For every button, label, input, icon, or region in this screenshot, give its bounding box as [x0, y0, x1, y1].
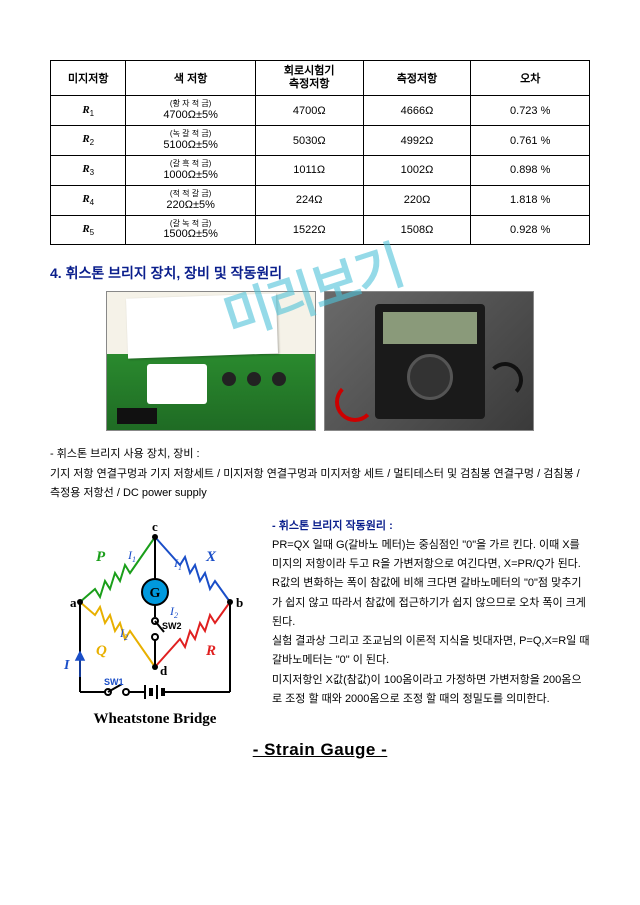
label-a: a — [70, 595, 77, 610]
principle-p3: 미지저항인 X값(참값)이 100옴이라고 가정하면 가변저항을 200옴으로 … — [272, 674, 582, 705]
th-err: 오차 — [471, 61, 590, 96]
cell-meas: 1002Ω — [363, 155, 471, 185]
cell-circuit: 4700Ω — [255, 96, 363, 126]
cell-r: R4 — [51, 185, 126, 215]
principle-p2: 실험 결과상 그리고 조교님의 이론적 지식을 빗대자면, P=Q,X=R일 때… — [272, 635, 589, 666]
th-circuit: 회로시험기 측정저항 — [255, 61, 363, 96]
cell-err: 1.818 % — [471, 185, 590, 215]
table-header-row: 미지저항 색 저항 회로시험기 측정저항 측정저항 오차 — [51, 61, 590, 96]
svg-text:I1: I1 — [173, 556, 182, 572]
table-row: R5(갈 녹 적 금)1500Ω±5%1522Ω1508Ω0.928 % — [51, 215, 590, 245]
table-row: R1(황 자 적 금)4700Ω±5%4700Ω4666Ω0.723 % — [51, 96, 590, 126]
label-Q: Q — [96, 643, 107, 659]
label-P: P — [96, 549, 106, 565]
principle-p1: PR=QX 일때 G(갈바노 메터)는 중심점인 "0"을 가르 킨다. 이때 … — [272, 539, 586, 628]
cell-meas: 4992Ω — [363, 126, 471, 156]
cell-color: (적 적 갈 금)220Ω±5% — [126, 185, 255, 215]
svg-text:I1: I1 — [127, 548, 136, 564]
table-row: R3(갈 흑 적 금)1000Ω±5%1011Ω1002Ω0.898 % — [51, 155, 590, 185]
table-row: R2(녹 갈 적 금)5100Ω±5%5030Ω4992Ω0.761 % — [51, 126, 590, 156]
cell-color: (황 자 적 금)4700Ω±5% — [126, 96, 255, 126]
cell-color: (갈 흑 적 금)1000Ω±5% — [126, 155, 255, 185]
photo-wheatstone-device — [106, 291, 316, 431]
svg-text:I2: I2 — [169, 604, 178, 620]
cell-r: R5 — [51, 215, 126, 245]
principle-text: - 휘스톤 브리지 작동원리 : PR=QX 일때 G(갈바노 메터)는 중심점… — [272, 517, 590, 710]
svg-text:I2: I2 — [119, 626, 128, 642]
cell-circuit: 5030Ω — [255, 126, 363, 156]
resistance-table: 미지저항 색 저항 회로시험기 측정저항 측정저항 오차 R1(황 자 적 금)… — [50, 60, 590, 245]
cell-r: R2 — [51, 126, 126, 156]
section-4-heading: 4. 휘스톤 브리지 장치, 장비 및 작동원리 — [50, 263, 590, 283]
cell-r: R3 — [51, 155, 126, 185]
label-G: G — [150, 586, 161, 601]
cell-meas: 1508Ω — [363, 215, 471, 245]
cell-circuit: 1011Ω — [255, 155, 363, 185]
cell-meas: 220Ω — [363, 185, 471, 215]
cell-r: R1 — [51, 96, 126, 126]
equip-body: 기지 저항 연결구멍과 기지 저항세트 / 미지저항 연결구멍과 미지저항 세트… — [50, 465, 590, 502]
cell-circuit: 1522Ω — [255, 215, 363, 245]
th-color: 색 저항 — [126, 61, 255, 96]
photo-row — [50, 291, 590, 431]
cell-err: 0.928 % — [471, 215, 590, 245]
photo-multimeter — [324, 291, 534, 431]
label-SW2: SW2 — [162, 621, 182, 631]
table-row: R4(적 적 갈 금)220Ω±5%224Ω220Ω1.818 % — [51, 185, 590, 215]
equip-heading: - 휘스톤 브리지 사용 장치, 장비 : — [50, 445, 590, 461]
cell-color: (갈 녹 적 금)1500Ω±5% — [126, 215, 255, 245]
cell-meas: 4666Ω — [363, 96, 471, 126]
cell-circuit: 224Ω — [255, 185, 363, 215]
cell-err: 0.761 % — [471, 126, 590, 156]
th-unknown: 미지저항 — [51, 61, 126, 96]
cell-err: 0.723 % — [471, 96, 590, 126]
diagram-title: Wheatstone Bridge — [50, 711, 260, 728]
wheatstone-diagram: G — [50, 517, 260, 728]
principle-heading: - 휘스톤 브리지 작동원리 : — [272, 520, 393, 532]
label-R: R — [205, 643, 216, 659]
footer-title: - Strain Gauge - — [50, 740, 590, 760]
cell-color: (녹 갈 적 금)5100Ω±5% — [126, 126, 255, 156]
cell-err: 0.898 % — [471, 155, 590, 185]
lower-section: G — [50, 517, 590, 728]
label-c: c — [152, 519, 158, 534]
label-SW1: SW1 — [104, 677, 124, 687]
label-b: b — [236, 595, 243, 610]
label-d: d — [160, 663, 168, 678]
th-meas: 측정저항 — [363, 61, 471, 96]
label-I: I — [63, 658, 70, 673]
label-X: X — [205, 549, 217, 565]
